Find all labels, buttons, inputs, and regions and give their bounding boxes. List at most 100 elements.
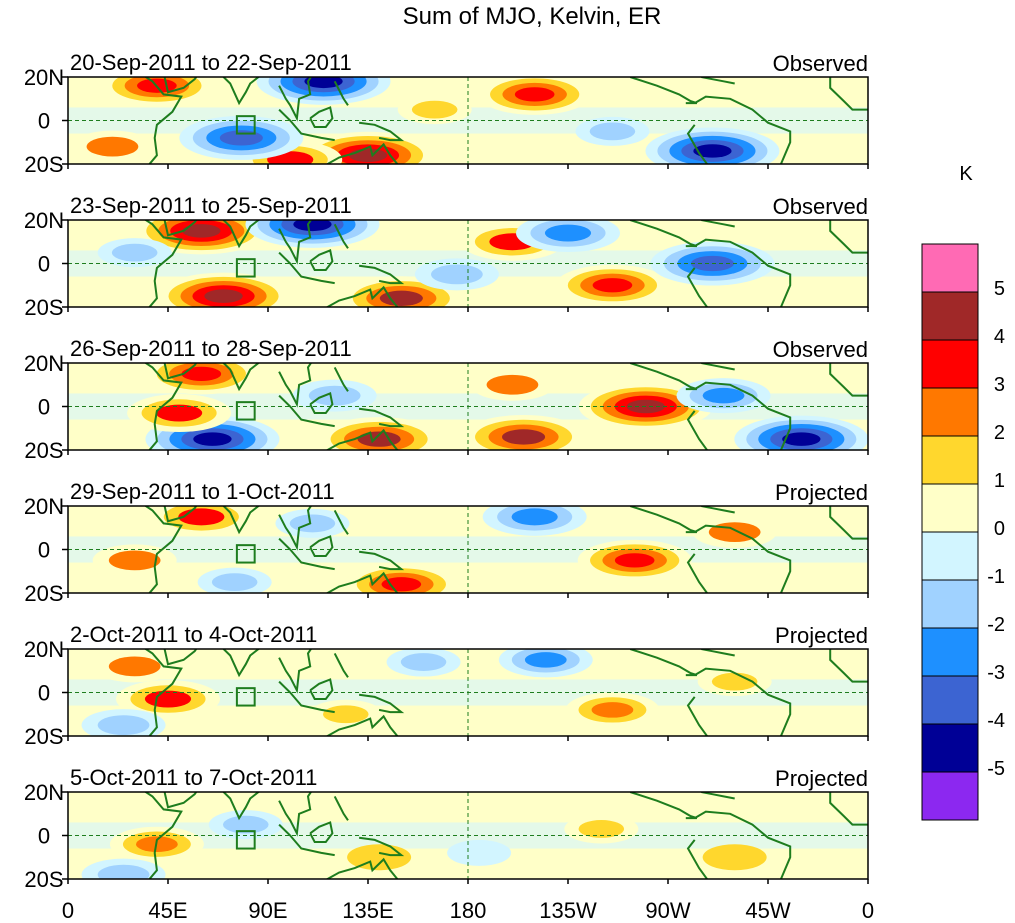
anomaly-contour — [591, 702, 634, 718]
index-box-marker — [235, 830, 256, 850]
lat-label: 20S — [24, 152, 63, 177]
anomaly-contour — [323, 705, 369, 724]
coastline — [829, 792, 868, 826]
anomaly-contour — [501, 429, 546, 445]
coastline — [309, 106, 334, 128]
anomaly-contour — [289, 514, 336, 533]
anomaly-contour — [219, 130, 263, 146]
colorbar-swatch — [921, 387, 979, 437]
coastline — [325, 571, 399, 593]
coastline — [325, 428, 399, 450]
coastline — [701, 77, 735, 85]
colorbar-swatch — [921, 579, 979, 629]
anomaly-contour — [614, 553, 655, 568]
lon-label: 135W — [539, 898, 597, 923]
coastline — [163, 363, 198, 380]
colorbar-tick-label: 0 — [994, 518, 1005, 540]
coastline — [222, 506, 261, 535]
coastline — [333, 223, 349, 249]
index-box-marker — [235, 544, 256, 564]
coastline — [333, 509, 349, 535]
lon-label: 180 — [450, 898, 487, 923]
panel-status: Observed — [773, 337, 868, 362]
coastline — [222, 220, 261, 249]
coastline — [278, 363, 313, 408]
coastline — [309, 821, 334, 843]
coastline — [701, 506, 735, 514]
lat-label: 0 — [38, 681, 50, 706]
lat-label: 20N — [24, 351, 64, 376]
coastline — [143, 77, 183, 164]
lat-label: 0 — [38, 109, 50, 134]
lat-label: 20S — [24, 581, 63, 606]
lat-label: 20N — [24, 637, 64, 662]
coastline — [278, 537, 335, 571]
colorbar-tick-label: -2 — [987, 614, 1005, 636]
anomaly-contour — [514, 87, 555, 102]
colorbar-swatch — [921, 675, 979, 725]
coastline — [163, 792, 198, 809]
panel-status: Observed — [773, 51, 868, 76]
colorbar-tick-label: 4 — [994, 326, 1005, 348]
coastline — [686, 696, 709, 736]
anomaly-contour — [108, 656, 161, 677]
anomaly-contour — [711, 672, 758, 691]
map-panel-6: 20N 0 20S 5-Oct-2011 to 7-Oct-2011 Projected — [24, 765, 869, 892]
coastline — [278, 394, 335, 428]
anomaly-contour — [544, 224, 592, 242]
coastline — [358, 836, 405, 857]
coastline — [222, 77, 261, 106]
map-panel-5: 20N 0 20S 2-Oct-2011 to 4-Oct-2011 Projected — [24, 622, 869, 749]
lat-label: 20S — [24, 867, 63, 892]
coastline — [163, 649, 198, 666]
coastline — [701, 649, 735, 657]
colorbar-swatch — [921, 627, 979, 677]
anomaly-contour — [578, 820, 625, 838]
coastline — [358, 121, 405, 142]
anomaly-contour — [589, 122, 636, 141]
lat-label: 20S — [24, 724, 63, 749]
map-panel-2: 20N 0 20S 23-Sep-2011 to 25-Sep-2011 Observe… — [24, 193, 869, 320]
colorbar-tick-label: -5 — [987, 758, 1005, 780]
coastline — [333, 795, 349, 821]
lat-label: 20N — [24, 780, 64, 805]
coastline — [278, 649, 313, 694]
anomaly-contour — [411, 100, 458, 119]
coastline — [333, 366, 349, 392]
anomaly-contour — [304, 77, 343, 89]
colorbar-swatch — [921, 771, 979, 821]
coastline — [309, 535, 334, 557]
coastline — [686, 410, 709, 450]
coastline — [309, 678, 334, 700]
coastline — [309, 392, 334, 414]
anomaly-contour — [182, 224, 221, 238]
anomaly-contour — [782, 432, 821, 446]
lat-label: 20S — [24, 438, 63, 463]
colorbar-tick-label: -3 — [987, 662, 1005, 684]
coastline — [694, 810, 792, 879]
panel-date-range: 5-Oct-2011 to 7-Oct-2011 — [70, 765, 317, 790]
anomaly-contour — [400, 653, 447, 671]
index-box-marker — [235, 687, 256, 707]
coastline — [278, 108, 335, 142]
map-panel-4: 20N 0 20S 29-Sep-2011 to 1-Oct-2011 Projecte… — [24, 479, 869, 606]
coastline — [222, 363, 261, 392]
coastline — [278, 506, 313, 551]
anomaly-contour — [357, 431, 401, 447]
colorbar: K 5 4 3 2 1 0 -1 -2 -3 -4 -5 — [921, 163, 1005, 821]
coastline — [333, 80, 349, 106]
colorbar-tick-label: 2 — [994, 422, 1005, 444]
coastline — [829, 649, 868, 683]
anomaly-contour — [97, 715, 150, 735]
colorbar-swatch — [921, 723, 979, 773]
anomaly-contour — [86, 136, 139, 157]
panel-status: Projected — [775, 480, 868, 505]
lat-label: 20N — [24, 494, 64, 519]
coastline — [278, 77, 313, 122]
lon-label: 0 — [62, 898, 74, 923]
anomaly-contour — [308, 385, 361, 406]
lat-label: 0 — [38, 824, 50, 849]
coastline — [701, 792, 735, 800]
coastline — [694, 667, 792, 736]
